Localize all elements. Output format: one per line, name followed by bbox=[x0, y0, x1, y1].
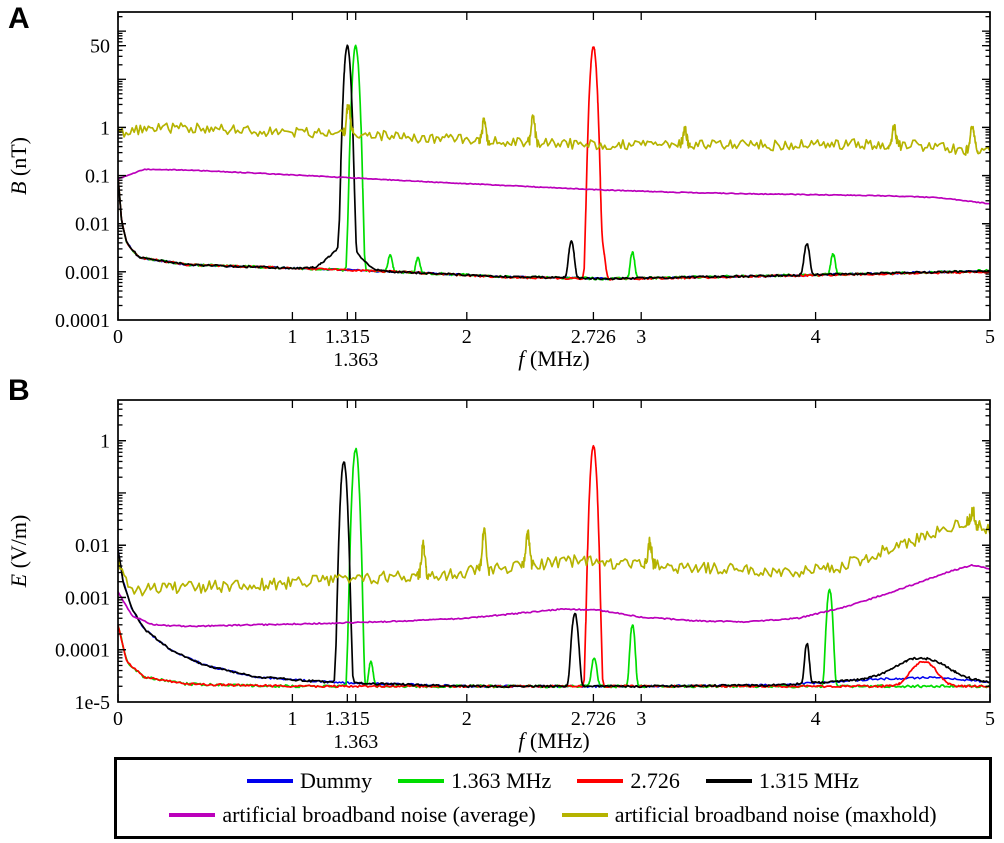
axis-labels-B: 1 0.01 0.001 0.0001 1e-50 1 1.315 2 2.726 3 4 5 1.36… bbox=[6, 431, 995, 753]
series-artificial-broadband-noise-average bbox=[118, 563, 990, 628]
series-2-726 bbox=[118, 444, 990, 689]
legend-item-2726: 2.726 bbox=[577, 768, 680, 794]
legend-label: 1.315 MHz bbox=[758, 768, 860, 793]
y-tick-label: 0.01 bbox=[75, 535, 110, 557]
series-artificial-broadband-noise-average bbox=[118, 168, 990, 205]
x-tick-label: 2 bbox=[462, 326, 472, 348]
dummy-line-swatch bbox=[246, 779, 293, 783]
legend-label: Dummy bbox=[299, 768, 373, 793]
axes-box-B bbox=[117, 399, 991, 703]
1315-mhz-line-swatch bbox=[705, 779, 752, 783]
x-tick-label: 1.315 bbox=[325, 708, 370, 730]
axis-ticks-A bbox=[117, 12, 991, 320]
series-1-315-mhz bbox=[118, 44, 990, 281]
x-tick-label: 5 bbox=[985, 326, 995, 348]
x-tick-label: 3 bbox=[636, 326, 646, 348]
legend: Dummy 1.363 MHz 2.726 1.315 MHz artifici… bbox=[114, 757, 992, 839]
x-axis-label: f (MHz) bbox=[518, 346, 590, 371]
noise-average-line-swatch bbox=[169, 813, 216, 817]
legend-item-dummy: Dummy bbox=[246, 768, 373, 794]
x-tick-label: 3 bbox=[636, 708, 646, 730]
1363-mhz-line-swatch bbox=[398, 779, 445, 783]
x-tick-label: 4 bbox=[811, 326, 821, 348]
x-tick-label: 4 bbox=[811, 708, 821, 730]
series-artificial-broadband-noise-maxhold bbox=[118, 506, 990, 597]
legend-item-1363-mhz: 1.363 MHz bbox=[398, 768, 551, 794]
y-tick-label: 0.0001 bbox=[55, 640, 110, 662]
series-1-363-mhz bbox=[118, 447, 990, 689]
legend-row-1: Dummy 1.363 MHz 2.726 1.315 MHz bbox=[117, 768, 989, 794]
series-1-363-mhz bbox=[118, 44, 990, 281]
y-tick-label: 0.001 bbox=[65, 587, 110, 609]
x-tick-label: 1 bbox=[287, 708, 297, 730]
x-sub-tick-label: 1.363 bbox=[333, 731, 378, 753]
2726-line-swatch bbox=[577, 779, 624, 783]
legend-row-2: artificial broadband noise (average) art… bbox=[117, 802, 989, 828]
x-tick-label: 2.726 bbox=[571, 708, 616, 730]
series-1-315-mhz bbox=[118, 461, 990, 689]
x-sub-tick-label: 1.363 bbox=[333, 349, 378, 371]
plot-area-B bbox=[118, 444, 990, 689]
legend-label: 2.726 bbox=[630, 768, 680, 793]
x-tick-label: 1 bbox=[287, 326, 297, 348]
x-axis-label: f (MHz) bbox=[518, 728, 590, 753]
y-tick-label: 0.1 bbox=[85, 166, 110, 188]
plot-area-A bbox=[118, 44, 990, 281]
y-tick-label: 50 bbox=[90, 36, 110, 58]
y-axis-label: E (V/m) bbox=[6, 515, 31, 589]
legend-label: artificial broadband noise (maxhold) bbox=[614, 802, 937, 827]
panel-b-chart: 1 0.01 0.001 0.0001 1e-50 1 1.315 2 2.726 3 4 5 1.36… bbox=[6, 399, 995, 753]
x-tick-label: 0 bbox=[113, 708, 123, 730]
legend-item-noise-maxhold: artificial broadband noise (maxhold) bbox=[561, 802, 937, 828]
y-tick-label: 0.001 bbox=[65, 262, 110, 284]
legend-label: 1.363 MHz bbox=[451, 768, 552, 793]
legend-label: artificial broadband noise (average) bbox=[222, 802, 536, 827]
series-dummy bbox=[118, 178, 990, 281]
x-tick-label: 1.315 bbox=[325, 326, 370, 348]
series-artificial-broadband-noise-maxhold bbox=[118, 103, 990, 156]
y-tick-label: 1 bbox=[100, 431, 110, 453]
legend-item-noise-average: artificial broadband noise (average) bbox=[169, 802, 536, 828]
series-dummy bbox=[118, 549, 990, 689]
panel-b-letter: B bbox=[8, 374, 30, 407]
panel-a-letter: A bbox=[8, 2, 30, 35]
noise-maxhold-line-swatch bbox=[561, 813, 608, 817]
x-tick-label: 5 bbox=[985, 708, 995, 730]
legend-item-1315-mhz: 1.315 MHz bbox=[705, 768, 860, 794]
x-tick-label: 2.726 bbox=[571, 326, 616, 348]
y-tick-label: 0.0001 bbox=[55, 310, 110, 332]
axis-ticks-B bbox=[117, 400, 991, 702]
y-tick-label: 1 bbox=[100, 117, 110, 139]
y-tick-label: 0.01 bbox=[75, 214, 110, 236]
y-axis-label: B (nT) bbox=[6, 137, 31, 195]
y-tick-label: 1e-5 bbox=[74, 692, 110, 714]
series-2-726 bbox=[118, 46, 990, 281]
x-tick-label: 2 bbox=[462, 708, 472, 730]
x-tick-label: 0 bbox=[113, 326, 123, 348]
axes-box-A bbox=[117, 11, 991, 321]
